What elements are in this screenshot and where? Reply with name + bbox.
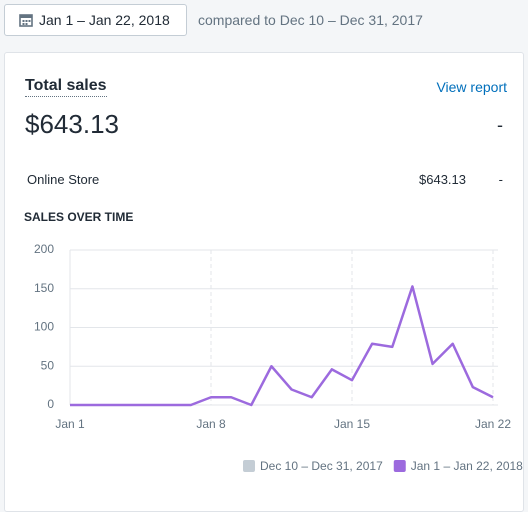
chart-title: SALES OVER TIME bbox=[24, 210, 133, 224]
legend-label: Dec 10 – Dec 31, 2017 bbox=[260, 459, 383, 473]
legend-swatch bbox=[243, 460, 255, 472]
channel-change: - bbox=[498, 172, 503, 187]
y-tick-label: 50 bbox=[41, 358, 55, 372]
series-line bbox=[70, 285, 494, 407]
comparison: compared to Dec 10 – Dec 31, 2017 bbox=[198, 12, 423, 28]
date-range-button[interactable]: Jan 1 – Jan 22, 2018 bbox=[4, 4, 187, 36]
legend-swatch bbox=[393, 460, 406, 472]
view-report-link[interactable]: View report bbox=[436, 79, 507, 95]
x-tick-label: Jan 22 bbox=[475, 417, 511, 431]
card: Total sales View report $643.13 - Online… bbox=[4, 52, 524, 512]
chart: SALES OVER TIME 0 50 100 150 200 Jan 1 Jan 8 Ja… bbox=[24, 210, 523, 473]
date-range: Jan 1 – Jan 22, 2018 bbox=[39, 12, 170, 28]
x-tick-label: Jan 8 bbox=[196, 417, 226, 431]
x-tick-label: Jan 15 bbox=[334, 417, 370, 431]
page: html, body { margin: 0; padding: 0; } bo… bbox=[4, 4, 524, 512]
y-tick-label: 100 bbox=[34, 320, 54, 334]
y-tick-label: 150 bbox=[34, 281, 54, 295]
channel-value: $643.13 bbox=[419, 172, 466, 187]
channel-name: Online Store bbox=[27, 172, 100, 187]
card-title: Total sales bbox=[25, 77, 107, 97]
x-tick-label: Jan 1 bbox=[55, 417, 85, 431]
y-tick-label: 200 bbox=[34, 242, 54, 256]
body: Jan 1 – Jan 22, 2018 compared to Dec 10 … bbox=[4, 4, 524, 512]
legend-label: Jan 1 – Jan 22, 2018 bbox=[411, 459, 523, 473]
y-tick-label: 0 bbox=[47, 397, 54, 411]
change: - bbox=[497, 115, 503, 135]
calendar-icon bbox=[19, 14, 33, 27]
total-value: $643.13 bbox=[25, 109, 119, 139]
